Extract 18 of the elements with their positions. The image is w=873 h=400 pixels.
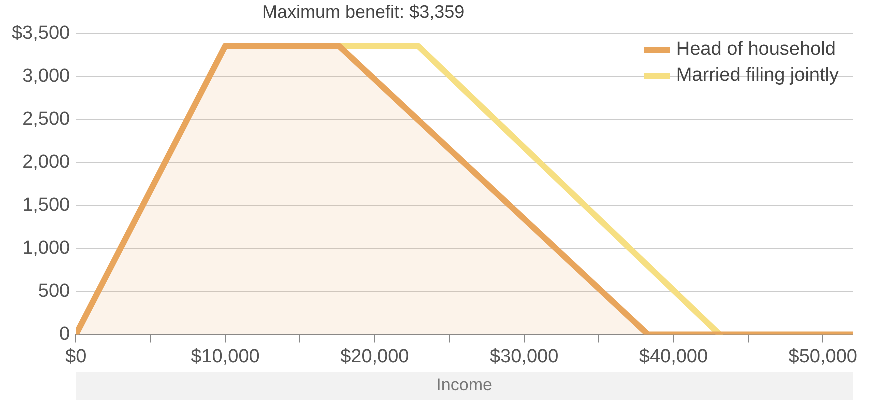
- text: Maximum benefit: $3,359: [262, 2, 465, 22]
- y-tick-label: 1,500: [22, 195, 70, 216]
- x-tick-label: $20,000: [340, 346, 410, 368]
- x-tick-label: $10,000: [191, 346, 260, 368]
- x-tick-label: $0: [66, 346, 87, 368]
- legend-label: Head of household: [676, 39, 836, 60]
- x-axis-title: Income: [436, 375, 492, 394]
- y-tick-label: 0: [60, 324, 70, 346]
- y-tick-label: 500: [38, 281, 70, 302]
- y-tick-label: 2,500: [22, 109, 70, 130]
- x-tick-label: $40,000: [639, 346, 708, 368]
- x-tick-label: $50,000: [788, 346, 858, 368]
- y-tick-label: 3,000: [22, 66, 70, 88]
- y-tick-label: 1,000: [22, 238, 70, 260]
- legend-label: Married filing jointly: [676, 65, 840, 86]
- y-tick-label: 2,000: [22, 152, 70, 174]
- y-tick-label: $3,500: [12, 23, 70, 44]
- x-tick-label: $30,000: [490, 346, 559, 368]
